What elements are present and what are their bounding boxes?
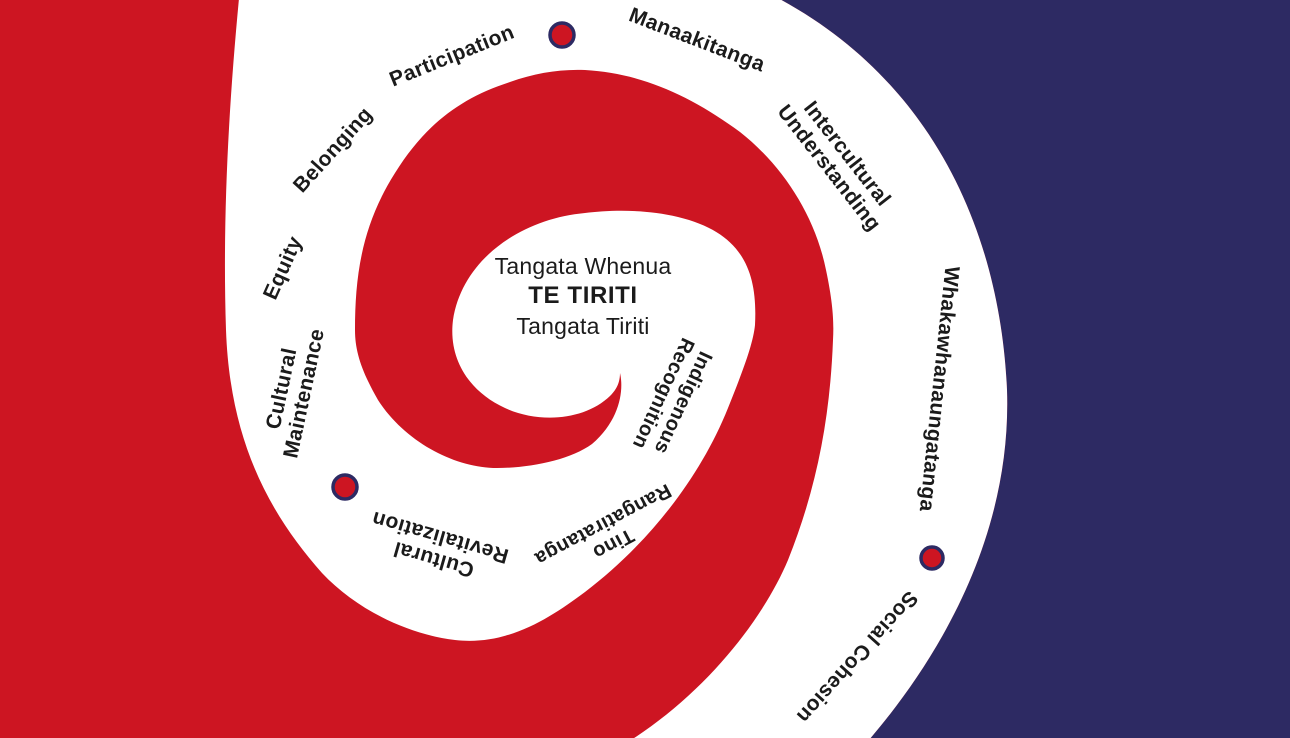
white-spiral-band xyxy=(224,0,1008,738)
center-line-tangata-tiriti: Tangata Tiriti xyxy=(516,313,650,340)
spiral-dot-top-ring xyxy=(548,21,576,49)
spiral-dot-left xyxy=(333,475,357,499)
spiral-dot-left-ring xyxy=(331,473,359,501)
spiral-dot-top xyxy=(550,23,574,47)
center-line-tangata-whenua: Tangata Whenua xyxy=(494,253,672,280)
spiral-dot-right xyxy=(921,547,943,569)
center-text-block: Tangata Whenua TE TIRITI Tangata Tiriti xyxy=(495,252,672,342)
center-line-te-tiriti: TE TIRITI xyxy=(528,282,638,310)
spiral-dot-right-ring xyxy=(919,545,945,571)
navy-background xyxy=(781,0,1290,738)
